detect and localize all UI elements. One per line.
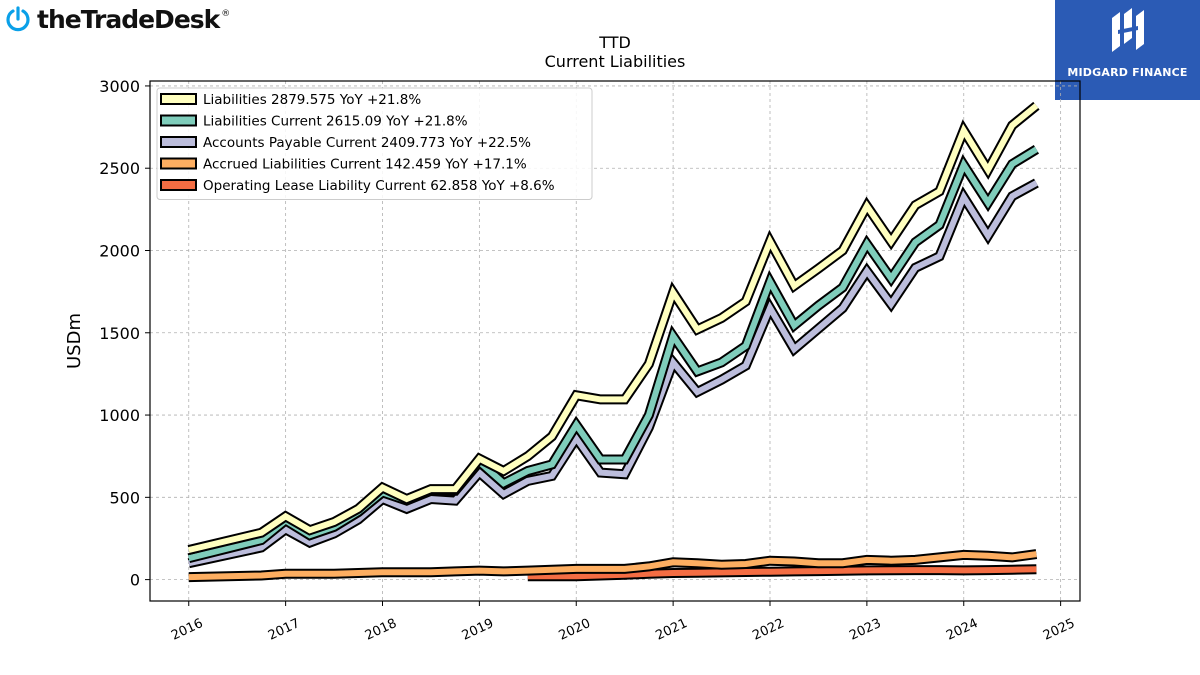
series-line xyxy=(188,180,1038,567)
chart-subtitle: Current Liabilities xyxy=(545,52,686,71)
midgard-finance-logo: MIDGARD FINANCE xyxy=(1055,0,1200,100)
power-icon xyxy=(6,6,30,32)
y-tick-label: 1500 xyxy=(99,324,140,343)
registered-mark: ® xyxy=(221,9,231,19)
x-tick-label: 2020 xyxy=(557,616,593,644)
y-axis-label: USDm xyxy=(64,313,85,369)
tradedesk-logo-text: theTradeDesk xyxy=(37,4,220,34)
series-outline xyxy=(187,178,1039,569)
series-line xyxy=(188,103,1039,553)
tradedesk-logo: theTradeDesk ® xyxy=(5,4,230,34)
x-tick-label: 2025 xyxy=(1041,616,1077,644)
y-tick-label: 0 xyxy=(130,571,140,590)
series-line xyxy=(527,566,1037,580)
x-tick-label: 2018 xyxy=(363,616,399,644)
x-tick-label: 2016 xyxy=(169,616,205,644)
midgard-finance-name: MIDGARD FINANCE xyxy=(1067,66,1188,79)
x-tick-label: 2023 xyxy=(847,616,883,644)
legend-swatch xyxy=(160,114,197,127)
y-tick-label: 2500 xyxy=(99,159,140,178)
series-layer xyxy=(187,101,1040,583)
x-tick-label: 2022 xyxy=(750,616,786,644)
y-tick-label: 500 xyxy=(109,488,140,507)
chart-title: TTD xyxy=(598,33,631,52)
legend-label: Liabilities Current 2615.09 YoY +21.8% xyxy=(203,114,468,130)
legend-label: Accounts Payable Current 2409.773 YoY +2… xyxy=(203,135,531,151)
legend-swatch xyxy=(160,157,197,170)
legend-box xyxy=(156,87,593,200)
x-tick-label: 2017 xyxy=(266,616,302,644)
legend-swatch xyxy=(160,136,197,148)
y-tick-label: 1000 xyxy=(99,406,140,425)
legend-label: Accrued Liabilities Current 142.459 YoY … xyxy=(203,157,527,173)
legend-label: Liabilities 2879.575 YoY +21.8% xyxy=(203,92,421,108)
legend-label: Operating Lease Liability Current 62.858… xyxy=(203,178,555,194)
y-tick-label: 3000 xyxy=(99,77,140,96)
midgard-emblem-icon xyxy=(1111,8,1144,52)
x-tick-label: 2024 xyxy=(944,616,980,644)
x-tick-label: 2021 xyxy=(653,616,689,644)
series-line xyxy=(188,551,1037,581)
y-tick-label: 2000 xyxy=(99,241,140,260)
legend-swatch xyxy=(160,93,197,105)
legend-swatch xyxy=(160,179,197,191)
x-tick-label: 2019 xyxy=(460,616,496,644)
plot-frame xyxy=(149,80,1081,602)
legend: Liabilities 2879.575 YoY +21.8% Liabiliti… xyxy=(156,87,593,200)
